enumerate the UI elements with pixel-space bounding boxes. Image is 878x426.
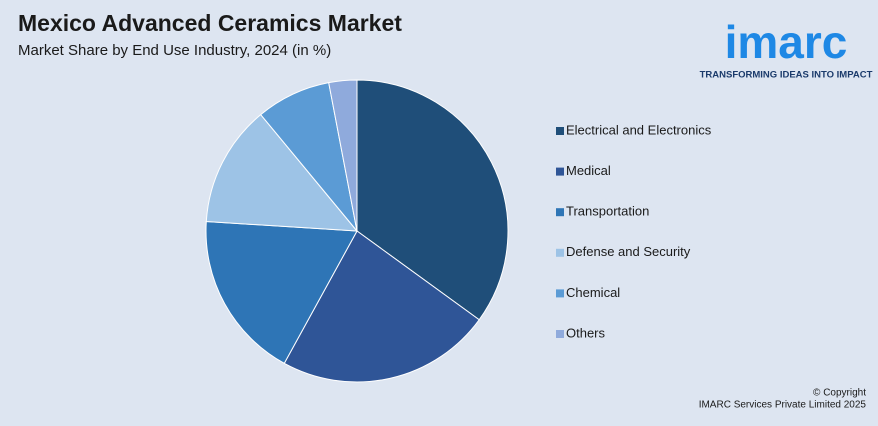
legend-label: Electrical and Electronics — [566, 122, 712, 137]
chart-title: Mexico Advanced Ceramics Market — [18, 10, 402, 36]
pie-slice — [328, 79, 358, 232]
legend-label: Medical — [566, 163, 611, 178]
chart-subtitle: Market Share by End Use Industry, 2024 (… — [18, 42, 331, 59]
copyright: © Copyright — [813, 388, 866, 399]
logo-tagline: TRANSFORMING IDEAS INTO IMPACT — [700, 70, 873, 81]
legend-label: Others — [566, 325, 606, 340]
legend-swatch — [556, 289, 564, 298]
legend-swatch — [556, 208, 564, 217]
logo: imarc — [725, 16, 848, 68]
legend-swatch — [556, 167, 564, 176]
legend-label: Defense and Security — [566, 244, 691, 259]
legend-label: Chemical — [566, 285, 620, 300]
company: IMARC Services Private Limited 2025 — [699, 400, 867, 411]
legend-swatch — [556, 330, 564, 338]
pie-slice — [283, 230, 480, 383]
legend-swatch — [556, 248, 564, 257]
pie-slice — [356, 79, 509, 321]
legend-swatch — [556, 127, 564, 135]
pie-slice — [205, 113, 359, 232]
legend-label: Transportation — [566, 204, 649, 219]
pie-slice — [205, 220, 358, 365]
